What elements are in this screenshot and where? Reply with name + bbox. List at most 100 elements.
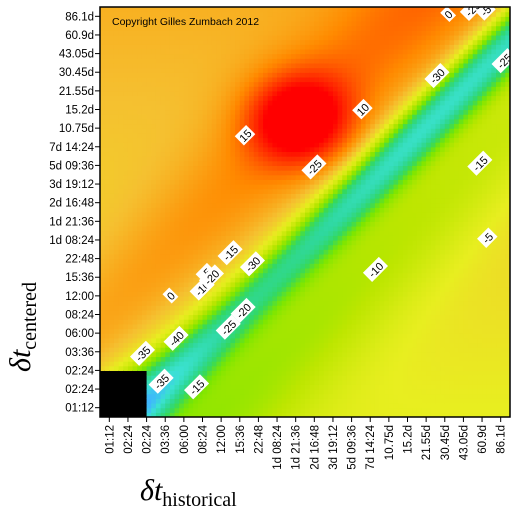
heatmap-cell [230,58,236,64]
heatmap-cell [202,81,208,87]
heatmap-cell [109,188,115,194]
heatmap-cell [123,72,129,78]
heatmap-cell [132,53,138,59]
heatmap-cell [300,104,306,111]
heatmap-cell [342,272,348,278]
heatmap-cell [104,365,110,372]
heatmap-cell [207,76,213,83]
heatmap-cell [100,48,106,55]
heatmap-cell [314,319,320,325]
heatmap-cell [351,347,357,353]
heatmap-cell [221,361,227,367]
heatmap-cell [141,100,148,106]
heatmap-cell [118,39,124,45]
heatmap-cell [295,361,301,367]
heatmap-cell [305,403,311,409]
heatmap-cell [118,132,124,139]
heatmap-cell [155,81,162,87]
heatmap-cell [286,81,292,87]
heatmap-cell [179,323,185,330]
heatmap-cell [346,146,353,153]
heatmap-cell [113,384,120,390]
heatmap-cell [328,30,334,36]
heatmap-cell [235,235,241,241]
heatmap-cell [267,258,273,264]
heatmap-cell [314,403,320,409]
heatmap-cell [309,244,315,250]
heatmap-cell [272,379,278,385]
heatmap-cell [332,7,339,13]
heatmap-cell [100,305,106,311]
heatmap-cell [118,403,124,409]
heatmap-cell [179,188,185,194]
heatmap-cell [216,193,222,199]
heatmap-cell [179,160,185,167]
heatmap-cell [244,370,250,376]
heatmap-cell [155,137,162,143]
heatmap-cell [291,337,297,344]
heatmap-cell [328,198,334,204]
heatmap-cell [193,212,199,218]
heatmap-cell [230,123,236,129]
heatmap-cell [309,333,315,339]
heatmap-cell [314,295,320,302]
heatmap-cell [202,104,208,111]
heatmap-cell [272,170,278,176]
heatmap-cell [249,379,255,385]
heatmap-cell [207,216,213,222]
heatmap-cell [183,412,190,417]
heatmap-cell [235,104,241,111]
heatmap-cell [286,389,292,395]
heatmap-cell [165,100,171,106]
heatmap-cell [318,333,325,339]
heatmap-cell [291,347,297,353]
heatmap-cell [263,337,269,344]
heatmap-cell [123,235,129,241]
heatmap-cell [211,198,218,204]
heatmap-cell [267,407,273,413]
heatmap-cell [323,146,329,153]
heatmap-cell [272,323,278,330]
heatmap-cell [328,100,334,106]
heatmap-cell [123,333,129,339]
heatmap-cell [100,11,106,17]
heatmap-cell [179,263,185,269]
heatmap-cell [305,67,311,73]
heatmap-cell [328,281,334,288]
heatmap-cell [109,375,115,381]
heatmap-cell [137,253,143,260]
heatmap-cell [165,356,171,362]
heatmap-cell [207,142,213,148]
heatmap-cell [179,207,185,213]
heatmap-cell [356,221,362,227]
heatmap-cell [169,170,176,176]
heatmap-cell [207,412,213,417]
heatmap-cell [351,239,357,246]
heatmap-cell [104,309,110,316]
heatmap-cell [109,58,115,64]
heatmap-cell [267,188,273,194]
heatmap-cell [211,151,218,157]
heatmap-cell [314,337,320,344]
heatmap-cell [351,72,357,78]
heatmap-cell [100,314,106,320]
heatmap-cell [337,156,343,162]
heatmap-cell [155,39,162,45]
heatmap-cell [337,286,343,292]
heatmap-cell [272,100,278,106]
heatmap-cell [151,249,157,255]
heatmap-cell [160,389,166,395]
heatmap-cell [314,20,320,27]
heatmap-cell [146,25,152,31]
heatmap-cell [155,58,162,64]
heatmap-cell [328,244,334,250]
heatmap-cell [118,379,124,385]
heatmap-cell [216,305,222,311]
heatmap-cell [258,407,264,413]
heatmap-cell [235,76,241,83]
heatmap-cell [244,95,250,101]
heatmap-cell [211,328,218,334]
heatmap-cell [286,114,292,120]
heatmap-cell [123,263,129,269]
heatmap-cell [160,412,166,417]
